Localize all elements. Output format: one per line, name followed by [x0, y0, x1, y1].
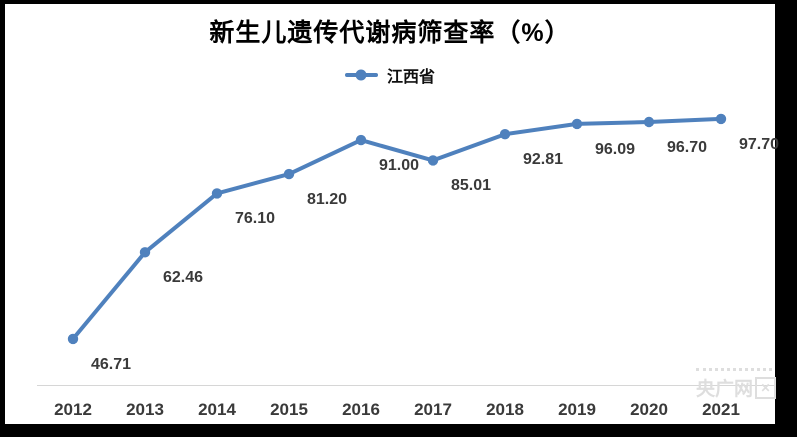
x-axis-tick-label: 2020 [630, 400, 668, 419]
x-axis-tick-label: 2013 [126, 400, 164, 419]
data-label: 76.10 [234, 210, 276, 228]
chart-canvas [5, 4, 775, 424]
data-label: 96.70 [666, 139, 708, 156]
data-label: 81.20 [306, 191, 348, 209]
x-axis-tick-label: 2021 [702, 400, 740, 419]
data-point-marker [715, 113, 727, 125]
x-axis-tick-label: 2015 [270, 400, 308, 419]
x-axis-line [37, 385, 775, 386]
legend-dot-icon [355, 69, 367, 81]
watermark-dotted-line [696, 368, 772, 371]
data-label: 91.00 [378, 157, 420, 175]
watermark-text: 央广网 [696, 379, 754, 400]
x-axis-tick-label: 2019 [558, 400, 596, 419]
watermark: 央广网 ✕ [696, 368, 776, 401]
cnr-logo-icon: ✕ [755, 376, 776, 399]
x-axis-tick-label: 2012 [54, 400, 92, 419]
data-point-marker [427, 155, 439, 166]
data-point-marker [139, 247, 151, 258]
data-point-marker [355, 134, 367, 146]
data-label: 92.81 [522, 151, 564, 169]
series-line [71, 116, 723, 341]
data-point-marker [499, 129, 511, 140]
data-label: 85.01 [450, 177, 492, 195]
data-point-marker [67, 333, 79, 345]
legend-line-marker-icon [344, 69, 378, 81]
data-label: 62.46 [162, 269, 204, 287]
legend-series-label: 江西省 [386, 69, 435, 86]
data-label: 46.71 [90, 355, 132, 373]
data-label: 97.70 [738, 135, 780, 153]
chart-title: 新生儿遗传代谢病筛查率（%） [209, 19, 571, 47]
x-axis-tick-label: 2017 [414, 400, 452, 419]
data-point-marker [571, 118, 583, 130]
data-label: 96.09 [594, 140, 636, 158]
x-axis-tick-label: 2016 [342, 400, 380, 419]
x-axis-tick-label: 2014 [198, 400, 236, 419]
data-point-marker [211, 188, 223, 199]
x-axis-tick-label: 2018 [486, 400, 524, 419]
data-point-marker [283, 168, 295, 180]
legend: 江西省 [5, 64, 775, 86]
data-point-marker [643, 116, 655, 128]
